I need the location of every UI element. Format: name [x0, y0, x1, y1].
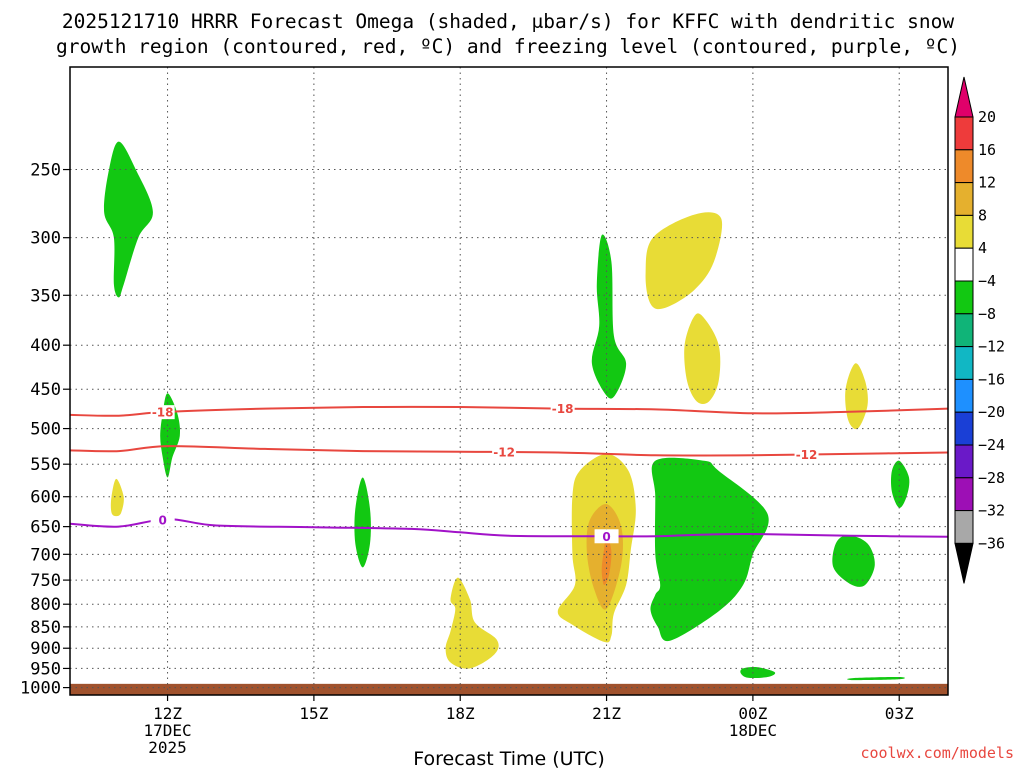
colorbar-box-9	[954, 378, 974, 413]
contour-label-bg	[794, 447, 819, 462]
colorbar: 20 16 12 8 4 −4 −8 −12 −16 −20 −24 −28 −32 −36	[954, 76, 1005, 584]
y-tick-label-800: 800	[30, 595, 61, 615]
y-tick-label-450: 450	[30, 380, 61, 400]
contour-label-bg	[150, 512, 175, 527]
chart-title-line1: 2025121710 HRRR Forecast Omega (shaded, …	[62, 10, 954, 33]
colorbar-label-5: −4	[978, 272, 996, 290]
y-tick-label-950: 950	[30, 659, 61, 679]
colorbar-box-8	[954, 346, 974, 380]
y-tick-label-900: 900	[30, 639, 61, 659]
contour-label-bg	[550, 401, 575, 416]
y-tick-label-1000: 1000	[20, 679, 61, 699]
ground-fill	[70, 683, 948, 695]
colorbar-box-6	[954, 280, 974, 315]
x-tick-label-03Z: 03Z	[885, 704, 914, 723]
colorbar-label-1: 16	[978, 141, 996, 159]
contour-label-bg	[150, 405, 175, 420]
x-axis-label: Forecast Time (UTC)	[413, 748, 604, 768]
omega-region-2	[110, 478, 124, 517]
y-tick-label-650: 650	[30, 518, 61, 538]
plot-area: -18 -18 -12 -12 0 0	[69, 66, 949, 696]
colorbar-label-6: −8	[978, 305, 996, 323]
colorbar-label-0: 20	[978, 108, 996, 126]
contour-line--12	[69, 445, 949, 457]
omega-region-4	[445, 577, 499, 669]
x-tick-year-12: 2025	[148, 738, 187, 757]
colorbar-label-4: 4	[978, 239, 987, 257]
contour-line-0	[69, 518, 949, 538]
contour-label--12: -12	[493, 446, 515, 460]
colorbar-label-7: −12	[978, 338, 1005, 356]
y-tick-label-400: 400	[30, 336, 61, 356]
y-tick-label-300: 300	[30, 229, 61, 249]
colorbar-box-4	[954, 214, 974, 249]
y-tick-label-500: 500	[30, 420, 61, 440]
x-tick-label-00Z: 00Z	[738, 704, 767, 723]
x-tick-date-12: 17DEC	[143, 721, 191, 740]
omega-region-16	[847, 676, 905, 681]
colorbar-box-13	[954, 510, 974, 544]
y-tick-label-350: 350	[30, 286, 61, 306]
y-tick-label-550: 550	[30, 455, 61, 475]
colorbar-box-11	[954, 444, 974, 479]
colorbar-bottom-arrow	[954, 542, 974, 584]
colorbar-label-10: −24	[978, 436, 1005, 454]
contour-label-bg	[594, 529, 619, 544]
colorbar-label-2: 12	[978, 174, 996, 192]
contour-label--18: -18	[152, 406, 174, 420]
contour-label--18: -18	[552, 402, 574, 416]
omega-region-6	[645, 212, 723, 310]
omega-region-5	[591, 234, 627, 399]
plot-background	[70, 67, 948, 695]
colorbar-label-11: −28	[978, 469, 1005, 487]
contour-label-bg	[492, 445, 517, 460]
contour-label-0: 0	[602, 530, 610, 544]
x-tick-label-21Z: 21Z	[592, 704, 621, 723]
y-tick-label-250: 250	[30, 161, 61, 181]
x-tick-date-24: 18DEC	[729, 721, 777, 740]
y-axis: 2503003504004505005506006507007508008509…	[20, 161, 70, 699]
colorbar-label-3: 8	[978, 206, 987, 224]
contour-label-0: 0	[158, 513, 166, 527]
omega-region-3	[354, 477, 371, 568]
gridlines	[70, 67, 948, 695]
omega-region-10	[601, 535, 612, 586]
chart-title-line2: growth region (contoured, red, ºC) and f…	[56, 35, 960, 58]
omega-region-13	[832, 535, 875, 587]
colorbar-box-2	[954, 149, 974, 184]
x-tick-label-12Z: 12Z	[153, 704, 182, 723]
credit-text[interactable]: coolwx.com/models	[860, 744, 1014, 762]
y-tick-label-600: 600	[30, 488, 61, 508]
y-tick-label-700: 700	[30, 545, 61, 565]
omega-region-11	[650, 457, 769, 642]
omega-region-0	[103, 141, 153, 298]
colorbar-label-13: −36	[978, 534, 1005, 552]
y-tick-label-750: 750	[30, 571, 61, 591]
colorbar-top-arrow	[954, 76, 974, 118]
omega-region-14	[891, 460, 910, 508]
colorbar-label-9: −20	[978, 403, 1005, 421]
colorbar-box-3	[954, 182, 974, 216]
colorbar-box-7	[954, 313, 974, 348]
omega-region-7	[684, 313, 721, 405]
colorbar-box-5	[954, 247, 974, 282]
colorbar-box-10	[954, 411, 974, 446]
x-tick-label-18Z: 18Z	[446, 704, 475, 723]
temperature-contours: -18 -18 -12 -12 0 0	[69, 401, 949, 544]
plot-frame	[69, 66, 949, 696]
contour-label--12: -12	[796, 448, 818, 462]
colorbar-label-8: −16	[978, 370, 1005, 388]
colorbar-box-12	[954, 477, 974, 512]
colorbar-label-12: −32	[978, 502, 1005, 520]
colorbar-box-1	[954, 116, 974, 151]
x-tick-label-15Z: 15Z	[299, 704, 328, 723]
y-tick-label-850: 850	[30, 618, 61, 638]
omega-region-15	[740, 667, 776, 679]
